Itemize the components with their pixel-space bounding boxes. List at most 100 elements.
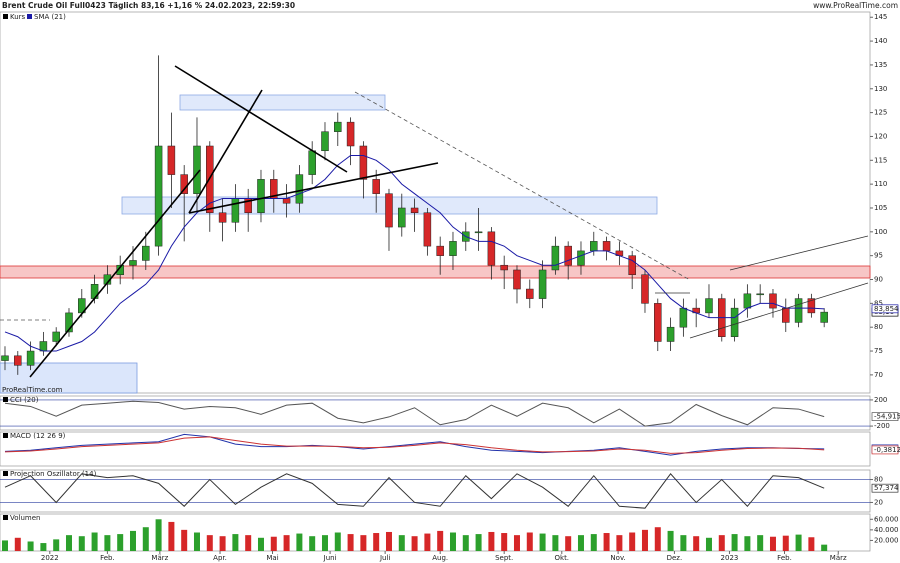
volume-bar xyxy=(283,535,290,551)
y-tick-label: 20 xyxy=(874,498,883,506)
x-tick-label: März xyxy=(830,554,847,562)
volume-bar xyxy=(347,534,354,551)
candle-body xyxy=(769,293,777,309)
candle-body xyxy=(167,145,176,175)
trend-line xyxy=(29,169,201,378)
volume-bar xyxy=(27,541,34,551)
legend-label: Kurs xyxy=(10,13,26,21)
candle-body xyxy=(794,298,803,323)
volume-bar xyxy=(769,536,776,551)
x-tick-label: Nov. xyxy=(610,554,625,562)
volume-bar xyxy=(705,537,712,551)
candle-body xyxy=(436,245,444,256)
volume-bar xyxy=(398,535,405,551)
candle-body xyxy=(807,298,816,314)
zone-box xyxy=(179,94,386,111)
volume-bar xyxy=(309,536,316,551)
oscillator-panel xyxy=(0,469,871,513)
volume-bar xyxy=(603,533,610,551)
y-tick-label: 80 xyxy=(874,323,883,331)
candle-body xyxy=(679,307,688,328)
value-tag: -54,915 xyxy=(874,413,900,421)
volume-bar xyxy=(577,535,584,551)
volume-bar xyxy=(117,534,124,551)
volume-bar xyxy=(385,531,392,551)
volume-bar xyxy=(757,535,764,551)
dashed-line xyxy=(354,91,691,281)
y-tick-label: 40.000 xyxy=(874,526,899,534)
series-line xyxy=(4,155,825,352)
candle-body xyxy=(398,207,406,228)
candle-body xyxy=(820,311,828,323)
y-tick-label: 75 xyxy=(874,347,883,355)
candle-body xyxy=(129,260,137,266)
volume-bar xyxy=(321,535,328,551)
volume-bar xyxy=(539,533,546,551)
trend-line xyxy=(174,65,348,173)
volume-bar xyxy=(565,536,572,551)
volume-bar xyxy=(245,535,252,551)
volume-bar xyxy=(437,530,444,551)
candle-body xyxy=(282,198,291,204)
volume-bar xyxy=(65,535,72,551)
volume-bar xyxy=(1,540,8,551)
candle-body xyxy=(500,264,508,271)
y-tick-label: -200 xyxy=(874,422,890,430)
volume-bar xyxy=(449,532,456,551)
candle-body xyxy=(513,269,521,290)
volume-bar xyxy=(142,527,149,551)
candle-body xyxy=(551,245,560,271)
volume-bar xyxy=(821,544,828,551)
candle-body xyxy=(577,250,585,266)
candle-body xyxy=(52,331,60,342)
legend-label: SMA (21) xyxy=(34,13,66,21)
volume-bar xyxy=(193,532,200,551)
candle-body xyxy=(26,350,35,366)
trend-line xyxy=(188,162,439,214)
candle-body xyxy=(782,307,790,323)
candle-body xyxy=(321,131,329,152)
cci-panel xyxy=(0,395,871,431)
volume-bar xyxy=(526,532,533,551)
x-tick-label: Juni xyxy=(323,554,337,562)
y-tick-label: 140 xyxy=(874,37,887,45)
volume-bar xyxy=(552,535,559,551)
volume-bar xyxy=(129,530,136,551)
candle-body xyxy=(385,193,393,228)
series-line xyxy=(4,400,825,427)
volume-bar xyxy=(488,531,495,551)
candle-body xyxy=(308,150,316,175)
x-tick-label: Feb. xyxy=(100,554,115,562)
candle-body xyxy=(730,307,739,337)
volume-bar xyxy=(667,530,674,551)
value-tag-bg xyxy=(871,412,899,421)
x-tick-label: Apr. xyxy=(213,554,227,562)
plot xyxy=(0,55,870,551)
y-tick-label: 135 xyxy=(874,61,887,69)
y-tick-label: 105 xyxy=(874,204,887,212)
y-tick-label: 85 xyxy=(874,299,883,307)
candle-body xyxy=(487,231,496,266)
y-tick-label: 60.000 xyxy=(874,515,899,523)
volume-bar xyxy=(296,533,303,551)
panel-label: Projection Oszillator (14) xyxy=(10,470,97,478)
volume-bar xyxy=(795,534,802,551)
candle-body xyxy=(423,212,432,247)
volume-bar xyxy=(373,533,380,551)
x-tick-label: März xyxy=(151,554,168,562)
price-panel xyxy=(0,11,871,394)
volume-bar xyxy=(155,519,162,551)
zone-box xyxy=(0,362,138,394)
x-tick-label: Aug. xyxy=(432,554,448,562)
volume-bar xyxy=(104,535,111,551)
x-tick-label: 2023 xyxy=(721,554,739,562)
candle-body xyxy=(142,245,150,261)
volume-bar xyxy=(501,533,508,551)
candle-body xyxy=(116,264,124,275)
macd-panel xyxy=(0,431,871,467)
volume-bar xyxy=(168,521,175,551)
resistance-zone xyxy=(0,265,871,279)
x-tick-label: Feb. xyxy=(777,554,792,562)
